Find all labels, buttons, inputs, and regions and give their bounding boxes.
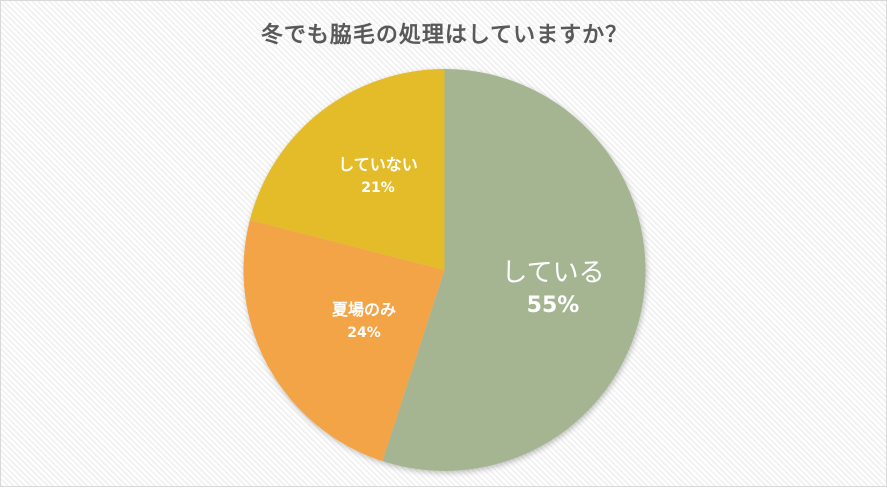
- slice-label-shiteinai: していない 21%: [338, 154, 418, 200]
- pie-slice-1: [243, 220, 445, 462]
- slice-percent: 21%: [361, 180, 395, 196]
- slice-label-shiteiru: している 55%: [501, 257, 604, 323]
- slice-name: している: [501, 258, 605, 288]
- slice-label-natsuba-nomi: 夏場のみ 24%: [332, 299, 396, 345]
- pie-slice-2: [249, 69, 445, 270]
- slice-percent: 24%: [347, 325, 381, 341]
- chart-title: 冬でも脇毛の処理はしていますか？: [260, 23, 629, 48]
- slice-name: していない: [338, 155, 418, 174]
- slice-percent: 55%: [526, 293, 580, 318]
- pie-slice-0: [382, 69, 646, 471]
- slice-name: 夏場のみ: [331, 300, 397, 319]
